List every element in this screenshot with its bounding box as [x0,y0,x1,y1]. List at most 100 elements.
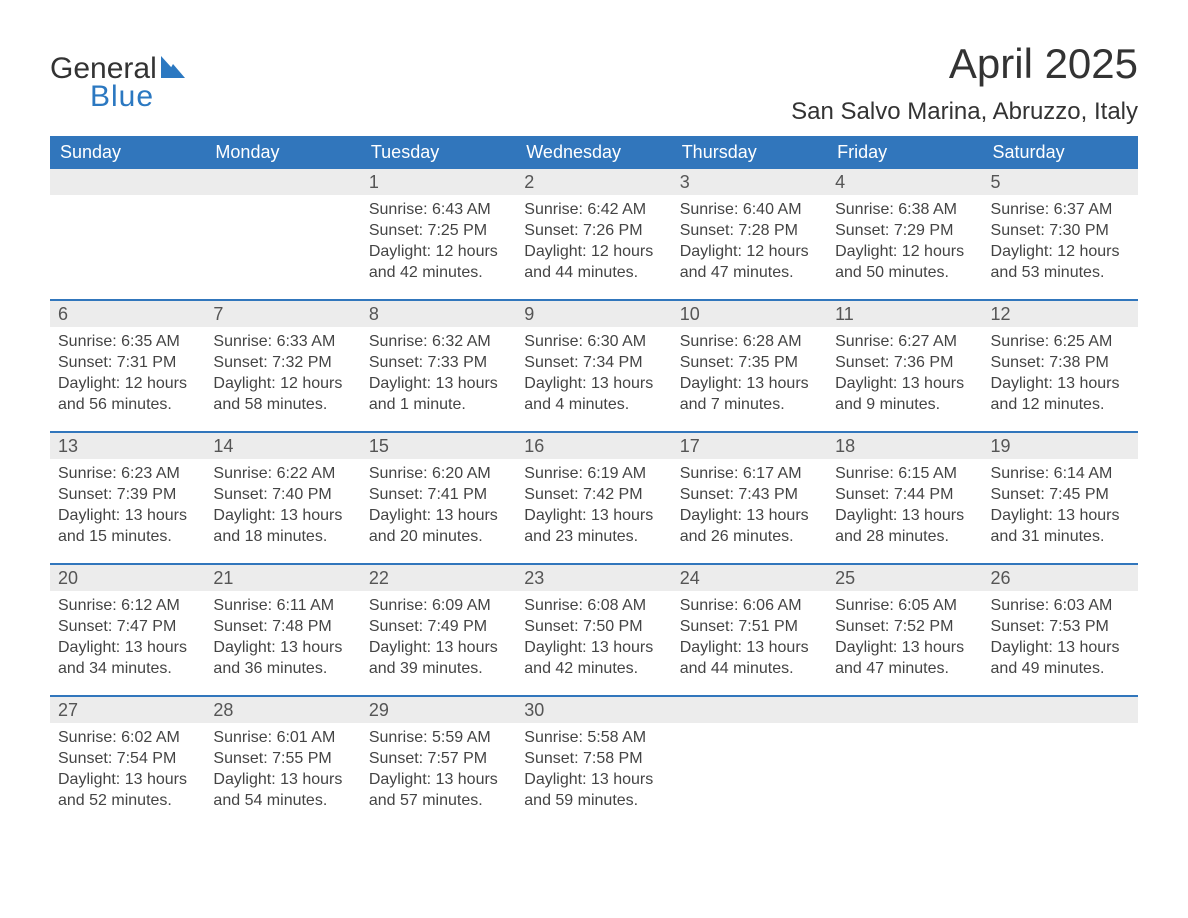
daylight-text: Daylight: 12 hours and 58 minutes. [213,373,352,415]
daylight-text: Daylight: 13 hours and 15 minutes. [58,505,197,547]
week-row: 20Sunrise: 6:12 AMSunset: 7:47 PMDayligh… [50,563,1138,695]
day-number: 28 [205,697,360,723]
daylight-text: Daylight: 12 hours and 50 minutes. [835,241,974,283]
day-cell: 6Sunrise: 6:35 AMSunset: 7:31 PMDaylight… [50,301,205,431]
sunset-text: Sunset: 7:40 PM [213,484,352,505]
daylight-text: Daylight: 13 hours and 47 minutes. [835,637,974,679]
sunrise-text: Sunrise: 6:03 AM [991,595,1130,616]
day-number: 15 [361,433,516,459]
sunset-text: Sunset: 7:30 PM [991,220,1130,241]
day-body: Sunrise: 6:40 AMSunset: 7:28 PMDaylight:… [672,195,827,299]
daylight-text: Daylight: 13 hours and 49 minutes. [991,637,1130,679]
sunset-text: Sunset: 7:58 PM [524,748,663,769]
sunrise-text: Sunrise: 6:28 AM [680,331,819,352]
day-body: Sunrise: 6:43 AMSunset: 7:25 PMDaylight:… [361,195,516,299]
week-row: 6Sunrise: 6:35 AMSunset: 7:31 PMDaylight… [50,299,1138,431]
day-number: 12 [983,301,1138,327]
day-of-week-header: Thursday [672,136,827,169]
sunset-text: Sunset: 7:45 PM [991,484,1130,505]
day-cell: 13Sunrise: 6:23 AMSunset: 7:39 PMDayligh… [50,433,205,563]
day-body: Sunrise: 6:19 AMSunset: 7:42 PMDaylight:… [516,459,671,563]
sunrise-text: Sunrise: 6:02 AM [58,727,197,748]
day-of-week-header: Sunday [50,136,205,169]
page-subtitle: San Salvo Marina, Abruzzo, Italy [791,98,1138,126]
day-cell: 7Sunrise: 6:33 AMSunset: 7:32 PMDaylight… [205,301,360,431]
day-cell: 9Sunrise: 6:30 AMSunset: 7:34 PMDaylight… [516,301,671,431]
day-of-week-header: Wednesday [516,136,671,169]
logo: General Blue [50,54,189,112]
daylight-text: Daylight: 13 hours and 1 minute. [369,373,508,415]
daylight-text: Daylight: 12 hours and 53 minutes. [991,241,1130,283]
day-number: 29 [361,697,516,723]
sunrise-text: Sunrise: 6:33 AM [213,331,352,352]
day-number: 27 [50,697,205,723]
day-body: Sunrise: 6:06 AMSunset: 7:51 PMDaylight:… [672,591,827,695]
day-number: 10 [672,301,827,327]
day-number [672,697,827,723]
daylight-text: Daylight: 13 hours and 36 minutes. [213,637,352,679]
sunrise-text: Sunrise: 6:09 AM [369,595,508,616]
day-cell: 28Sunrise: 6:01 AMSunset: 7:55 PMDayligh… [205,697,360,827]
day-cell: 15Sunrise: 6:20 AMSunset: 7:41 PMDayligh… [361,433,516,563]
day-cell [672,697,827,827]
day-body [983,723,1138,743]
day-cell [205,169,360,299]
day-number: 2 [516,169,671,195]
daylight-text: Daylight: 13 hours and 54 minutes. [213,769,352,811]
day-cell: 30Sunrise: 5:58 AMSunset: 7:58 PMDayligh… [516,697,671,827]
day-cell: 2Sunrise: 6:42 AMSunset: 7:26 PMDaylight… [516,169,671,299]
day-body: Sunrise: 6:27 AMSunset: 7:36 PMDaylight:… [827,327,982,431]
daylight-text: Daylight: 13 hours and 26 minutes. [680,505,819,547]
daylight-text: Daylight: 13 hours and 57 minutes. [369,769,508,811]
sunrise-text: Sunrise: 6:25 AM [991,331,1130,352]
day-body: Sunrise: 6:42 AMSunset: 7:26 PMDaylight:… [516,195,671,299]
day-body: Sunrise: 5:59 AMSunset: 7:57 PMDaylight:… [361,723,516,827]
daylight-text: Daylight: 13 hours and 59 minutes. [524,769,663,811]
day-cell: 11Sunrise: 6:27 AMSunset: 7:36 PMDayligh… [827,301,982,431]
day-body [672,723,827,743]
day-number: 3 [672,169,827,195]
day-number: 24 [672,565,827,591]
daylight-text: Daylight: 13 hours and 20 minutes. [369,505,508,547]
sunrise-text: Sunrise: 6:23 AM [58,463,197,484]
sunrise-text: Sunrise: 6:35 AM [58,331,197,352]
day-cell: 8Sunrise: 6:32 AMSunset: 7:33 PMDaylight… [361,301,516,431]
sunset-text: Sunset: 7:41 PM [369,484,508,505]
sunrise-text: Sunrise: 6:37 AM [991,199,1130,220]
day-body [827,723,982,743]
day-body: Sunrise: 6:20 AMSunset: 7:41 PMDaylight:… [361,459,516,563]
day-of-week-header: Saturday [983,136,1138,169]
day-cell: 14Sunrise: 6:22 AMSunset: 7:40 PMDayligh… [205,433,360,563]
sunrise-text: Sunrise: 6:08 AM [524,595,663,616]
day-cell: 5Sunrise: 6:37 AMSunset: 7:30 PMDaylight… [983,169,1138,299]
sunrise-text: Sunrise: 5:59 AM [369,727,508,748]
day-cell: 23Sunrise: 6:08 AMSunset: 7:50 PMDayligh… [516,565,671,695]
sunset-text: Sunset: 7:36 PM [835,352,974,373]
sunrise-text: Sunrise: 5:58 AM [524,727,663,748]
day-number: 16 [516,433,671,459]
day-body: Sunrise: 6:35 AMSunset: 7:31 PMDaylight:… [50,327,205,431]
day-body: Sunrise: 6:15 AMSunset: 7:44 PMDaylight:… [827,459,982,563]
day-number: 1 [361,169,516,195]
day-number: 23 [516,565,671,591]
sunrise-text: Sunrise: 6:38 AM [835,199,974,220]
day-number: 5 [983,169,1138,195]
sunset-text: Sunset: 7:48 PM [213,616,352,637]
daylight-text: Daylight: 13 hours and 23 minutes. [524,505,663,547]
day-body [50,195,205,215]
day-cell: 29Sunrise: 5:59 AMSunset: 7:57 PMDayligh… [361,697,516,827]
day-body: Sunrise: 6:12 AMSunset: 7:47 PMDaylight:… [50,591,205,695]
sunset-text: Sunset: 7:39 PM [58,484,197,505]
day-cell: 27Sunrise: 6:02 AMSunset: 7:54 PMDayligh… [50,697,205,827]
day-number: 21 [205,565,360,591]
daylight-text: Daylight: 13 hours and 39 minutes. [369,637,508,679]
day-body: Sunrise: 6:37 AMSunset: 7:30 PMDaylight:… [983,195,1138,299]
sail-icon [161,56,189,82]
day-cell: 18Sunrise: 6:15 AMSunset: 7:44 PMDayligh… [827,433,982,563]
day-body: Sunrise: 6:38 AMSunset: 7:29 PMDaylight:… [827,195,982,299]
weeks-container: 1Sunrise: 6:43 AMSunset: 7:25 PMDaylight… [50,169,1138,827]
sunset-text: Sunset: 7:54 PM [58,748,197,769]
day-number: 18 [827,433,982,459]
day-body: Sunrise: 5:58 AMSunset: 7:58 PMDaylight:… [516,723,671,827]
day-number: 8 [361,301,516,327]
